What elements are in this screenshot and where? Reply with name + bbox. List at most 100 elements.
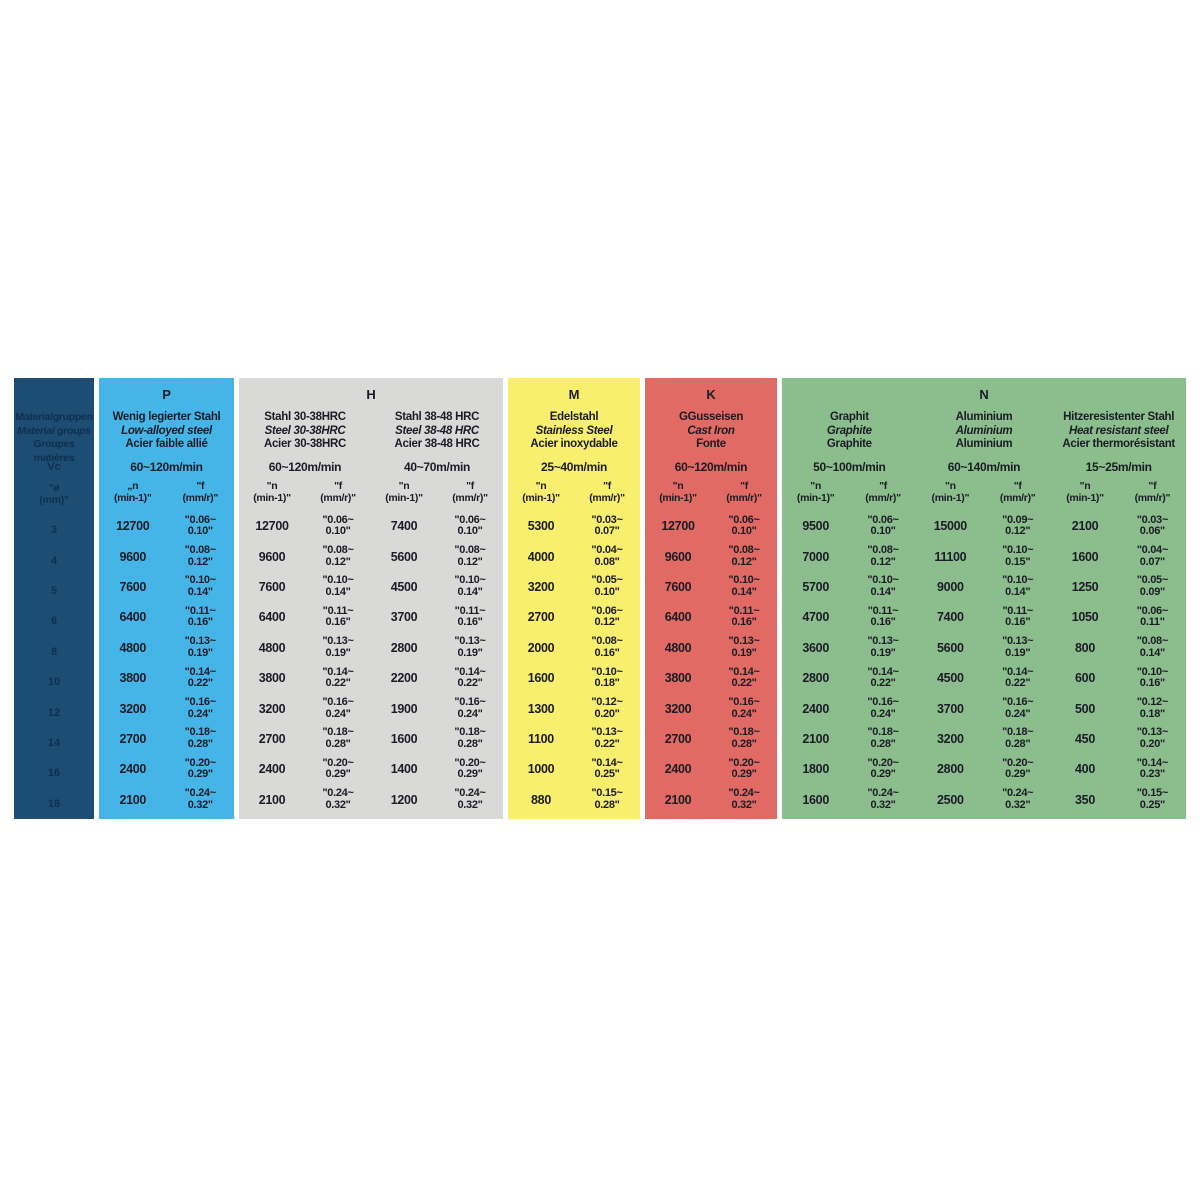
f-value: "0.08~ 0.12" xyxy=(305,541,371,571)
f-value-line1: "0.11~ xyxy=(184,604,216,617)
material-column: Edelstahl Stainless Steel Acier inoxydable… xyxy=(508,411,640,819)
f-value-line2: 0.18" xyxy=(594,677,620,690)
f-value-line2: 0.29" xyxy=(457,768,483,781)
f-value: "0.10~ 0.18" xyxy=(574,663,640,693)
n-header: "n (min-1)" xyxy=(917,478,984,511)
f-value-line1: "0.14~ xyxy=(454,665,486,678)
material-name-de: Edelstahl xyxy=(549,411,599,423)
f-value: "0.08~ 0.16" xyxy=(574,633,640,663)
f-header-line1: "f xyxy=(740,480,748,492)
data-row: 6400 "0.11~ 0.16" xyxy=(99,602,234,632)
f-header-line1: "f xyxy=(466,480,474,492)
data-row: 1600 "0.04~ 0.07" xyxy=(1051,541,1186,571)
f-value-line2: 0.28" xyxy=(1005,737,1031,750)
n-header-line2: (min-1)" xyxy=(931,492,970,504)
material-name-de: GGusseisen xyxy=(678,411,744,423)
f-value-line2: 0.10" xyxy=(870,525,896,538)
data-row: 2400 "0.20~ 0.29" xyxy=(99,754,234,784)
f-value-line2: 0.32" xyxy=(457,798,483,811)
f-header-line2: (mm/r)" xyxy=(320,492,356,504)
n-value: 3200 xyxy=(937,731,964,746)
f-value-line2: 0.29" xyxy=(1005,768,1031,781)
diameter-value: 4 xyxy=(50,554,58,567)
nf-header-row: "n (min-1)" "f (mm/r)" xyxy=(645,478,777,511)
f-value-line2: 0.32" xyxy=(731,798,757,811)
f-value-line2: 0.28" xyxy=(187,737,213,750)
material-column: Stahl 30-38HRC Steel 30-38HRC Acier 30-38H… xyxy=(239,411,371,819)
f-header-line2: (mm/r)" xyxy=(452,492,488,504)
f-value-line2: 0.16" xyxy=(187,616,213,629)
data-row: 9600 "0.08~ 0.12" xyxy=(645,541,777,571)
material-groups-title-fr: Groupes matières xyxy=(33,438,75,464)
data-row: 12700 "0.06~ 0.10" xyxy=(645,511,777,541)
data-row: 2100 "0.24~ 0.32" xyxy=(645,785,777,815)
data-row: 9600 "0.08~ 0.12" xyxy=(239,541,371,571)
f-value: "0.13~ 0.19" xyxy=(305,633,371,663)
group-N-block: N Graphit Graphite Graphite 50~100m/min "n (mi… xyxy=(782,378,1186,819)
material-name-de: Stahl 38-48 HRC xyxy=(394,411,480,423)
n-value: 2400 xyxy=(119,762,147,777)
n-value: 1000 xyxy=(527,762,555,777)
materials-row: Edelstahl Stainless Steel Acier inoxydable… xyxy=(508,411,640,819)
material-name-en: Stainless Steel xyxy=(535,424,613,437)
f-value-line2: 0.11" xyxy=(1140,616,1165,629)
f-value-line1: "0.06~ xyxy=(728,513,760,526)
material-name-de: Hitzeresistenter Stahl xyxy=(1063,411,1175,423)
f-value-line2: 0.22" xyxy=(187,677,213,690)
f-value: "0.18~ 0.28" xyxy=(984,724,1051,754)
data-row: 5600 "0.13~ 0.19" xyxy=(917,633,1052,663)
n-value: 6400 xyxy=(119,610,147,625)
f-value: "0.15~ 0.28" xyxy=(574,785,640,815)
f-value-line2: 0.32" xyxy=(325,798,351,811)
f-value-line1: "0.15~ xyxy=(591,787,623,800)
f-header-line1: "f xyxy=(603,480,611,492)
f-value-line2: 0.15" xyxy=(1005,555,1031,568)
f-value-line2: 0.16" xyxy=(1005,616,1031,629)
data-row: 4500 "0.14~ 0.22" xyxy=(917,663,1052,693)
f-value-line2: 0.16" xyxy=(1139,677,1165,690)
nf-header-row: "n (min-1)" "f (mm/r)" xyxy=(508,478,640,511)
group-letter-P: P xyxy=(162,387,171,402)
n-header-line2: (min-1)" xyxy=(113,492,152,504)
f-value-line1: "0.03~ xyxy=(1136,513,1169,526)
f-value: "0.24~ 0.32" xyxy=(305,785,371,815)
data-row: 1300 "0.12~ 0.20" xyxy=(508,693,640,723)
data-row: 7400 "0.11~ 0.16" xyxy=(917,602,1052,632)
f-value-line1: "0.14~ xyxy=(728,665,760,678)
f-value-line1: "0.16~ xyxy=(184,696,217,709)
n-value: 1200 xyxy=(390,792,418,807)
n-value: 5700 xyxy=(802,579,829,594)
group-letter-H: H xyxy=(366,387,376,402)
data-row: 2100 "0.24~ 0.32" xyxy=(99,785,234,815)
n-value: 1050 xyxy=(1071,610,1099,625)
f-value: "0.10~ 0.14" xyxy=(711,572,777,602)
material-name-fr: Acier faible allié xyxy=(125,438,208,450)
f-value: "0.13~ 0.22" xyxy=(574,724,640,754)
f-value-line1: "0.13~ xyxy=(322,635,354,648)
f-value: "0.06~ 0.10" xyxy=(711,511,777,541)
n-value: 12700 xyxy=(661,519,695,534)
data-row: 2800 "0.20~ 0.29" xyxy=(917,754,1052,784)
f-value: "0.11~ 0.16" xyxy=(984,602,1051,632)
f-value: "0.10~ 0.15" xyxy=(984,541,1051,571)
f-value-line2: 0.10" xyxy=(594,585,620,598)
f-value-line1: "0.20~ xyxy=(184,756,217,769)
n-value: 800 xyxy=(1075,640,1095,655)
data-row: 2700 "0.18~ 0.28" xyxy=(239,724,371,754)
f-value: "0.06~ 0.10" xyxy=(167,511,235,541)
data-row: 1800 "0.20~ 0.29" xyxy=(782,754,917,784)
n-value: 6400 xyxy=(258,610,286,625)
diameter-value: 8 xyxy=(50,645,58,658)
f-value: "0.13~ 0.19" xyxy=(711,633,777,663)
n-value: 2100 xyxy=(258,792,286,807)
f-value-line2: 0.10" xyxy=(325,525,351,538)
material-name: Wenig legierter Stahl Low-alloyed steel Ac… xyxy=(99,411,234,455)
n-value: 2700 xyxy=(119,731,147,746)
group-K-block: K GGusseisen Cast Iron Fonte 60~120m/min "n (m… xyxy=(645,378,777,819)
data-row: 1050 "0.06~ 0.11" xyxy=(1051,602,1186,632)
f-value-line2: 0.25" xyxy=(1139,798,1165,811)
f-value: "0.18~ 0.28" xyxy=(167,724,235,754)
data-row: 7600 "0.10~ 0.14" xyxy=(99,572,234,602)
n-header-line2: (min-1)" xyxy=(522,492,560,504)
f-value-line1: "0.04~ xyxy=(591,544,623,557)
